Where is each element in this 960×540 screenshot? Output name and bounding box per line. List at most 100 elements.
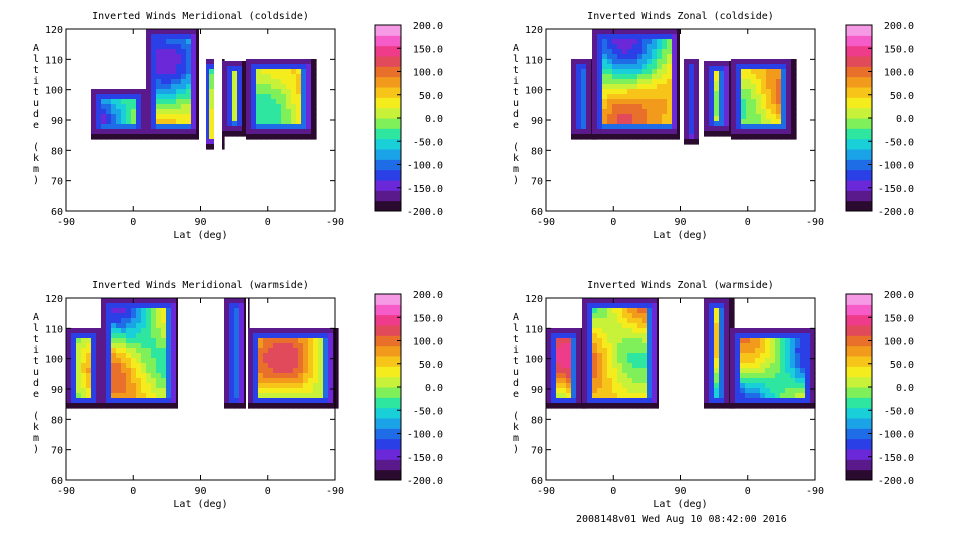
heatmap-cell <box>781 124 787 130</box>
heatmap-cell <box>586 104 592 110</box>
heatmap-cell <box>652 338 658 344</box>
colorbar-tick-label: 150.0 <box>413 313 443 324</box>
heatmap-cell <box>204 99 210 105</box>
heatmap-cell <box>161 129 167 135</box>
heatmap-cell <box>66 338 72 344</box>
heatmap-cell <box>151 313 157 319</box>
heatmap-cell <box>704 131 710 137</box>
heatmap-cell <box>587 298 593 304</box>
heatmap-cell <box>288 333 294 339</box>
heatmap-cell <box>770 393 776 399</box>
heatmap-cell <box>714 338 720 344</box>
heatmap-cell <box>146 59 152 65</box>
heatmap-cell <box>156 298 162 304</box>
heatmap-cell <box>731 74 737 80</box>
heatmap-cell <box>765 368 771 374</box>
colorbar-swatch <box>375 200 401 212</box>
heatmap-cell <box>101 388 107 394</box>
heatmap-cell <box>91 129 97 135</box>
heatmap-cell <box>96 378 102 384</box>
heatmap-cell <box>81 353 87 359</box>
heatmap-cell <box>740 338 746 344</box>
heatmap-cell <box>76 388 82 394</box>
heatmap-cell <box>566 343 572 349</box>
heatmap-cell <box>571 393 577 399</box>
heatmap-cell <box>642 34 648 40</box>
heatmap-cell <box>86 348 92 354</box>
heatmap-cell <box>278 393 284 399</box>
heatmap-cell <box>765 328 771 334</box>
heatmap-cell <box>612 54 618 60</box>
heatmap-cell <box>237 111 243 117</box>
colorbar-tick-label: -200.0 <box>878 476 914 487</box>
heatmap-cell <box>146 378 152 384</box>
heatmap-cell <box>546 393 552 399</box>
heatmap-cell <box>288 328 294 334</box>
heatmap-cell <box>318 388 324 394</box>
heatmap-cell <box>232 71 238 77</box>
heatmap-cell <box>224 403 230 409</box>
heatmap-cell <box>647 308 653 314</box>
heatmap-cell <box>151 89 157 95</box>
heatmap-cell <box>766 134 772 140</box>
y-tick-label: 70 <box>51 177 63 188</box>
heatmap-cell <box>286 104 292 110</box>
heatmap-cell <box>268 343 274 349</box>
heatmap-cell <box>156 49 162 55</box>
heatmap-cell <box>751 79 757 85</box>
heatmap-cell <box>781 89 787 95</box>
heatmap-cell <box>251 59 257 65</box>
heatmap-cell <box>196 69 202 75</box>
heatmap-cell <box>719 353 725 359</box>
heatmap-cell <box>171 398 177 404</box>
y-axis-label-char: t <box>33 87 39 98</box>
heatmap-cell <box>571 383 577 389</box>
heatmap-cell <box>141 119 147 125</box>
heatmap-cell <box>597 353 603 359</box>
heatmap-cell <box>281 99 287 105</box>
heatmap-cell <box>146 368 152 374</box>
heatmap-cell <box>642 393 648 399</box>
heatmap-cell <box>602 64 608 70</box>
heatmap-cell <box>121 333 127 339</box>
heatmap-cell <box>741 69 747 75</box>
heatmap-cell <box>607 323 613 329</box>
heatmap-cell <box>151 64 157 70</box>
heatmap-cell <box>146 49 152 55</box>
heatmap-cell <box>281 124 287 130</box>
heatmap-cell <box>111 333 117 339</box>
heatmap-cell <box>810 398 816 404</box>
heatmap-cell <box>271 109 277 115</box>
heatmap-cell <box>719 388 725 394</box>
heatmap-cell <box>652 318 658 324</box>
heatmap-cell <box>261 89 267 95</box>
heatmap-cell <box>662 109 668 115</box>
heatmap-cell <box>740 348 746 354</box>
heatmap-cell <box>311 69 317 75</box>
heatmap-cell <box>232 96 238 102</box>
heatmap-cell <box>632 49 638 55</box>
heatmap-cell <box>714 303 720 309</box>
heatmap-cell <box>714 358 720 364</box>
heatmap-cell <box>281 119 287 125</box>
heatmap-cell <box>612 74 618 80</box>
heatmap-cell <box>96 403 102 409</box>
heatmap-cell <box>121 99 127 105</box>
heatmap-cell <box>647 313 653 319</box>
heatmap-cell <box>612 114 618 120</box>
heatmap-cell <box>714 96 720 102</box>
heatmap-cell <box>131 94 137 100</box>
heatmap-cell <box>741 64 747 70</box>
heatmap-cell <box>283 353 289 359</box>
heatmap-cell <box>151 358 157 364</box>
heatmap-cell <box>617 368 623 374</box>
heatmap-cell <box>242 126 248 132</box>
heatmap-cell <box>166 313 172 319</box>
x-tick-label: 0 <box>130 217 136 228</box>
heatmap-cell <box>273 363 279 369</box>
heatmap-cell <box>587 403 593 409</box>
heatmap-cell <box>276 74 282 80</box>
heatmap-cell <box>566 333 572 339</box>
x-tick-label: -90 <box>57 486 75 497</box>
heatmap-cell <box>607 44 613 50</box>
